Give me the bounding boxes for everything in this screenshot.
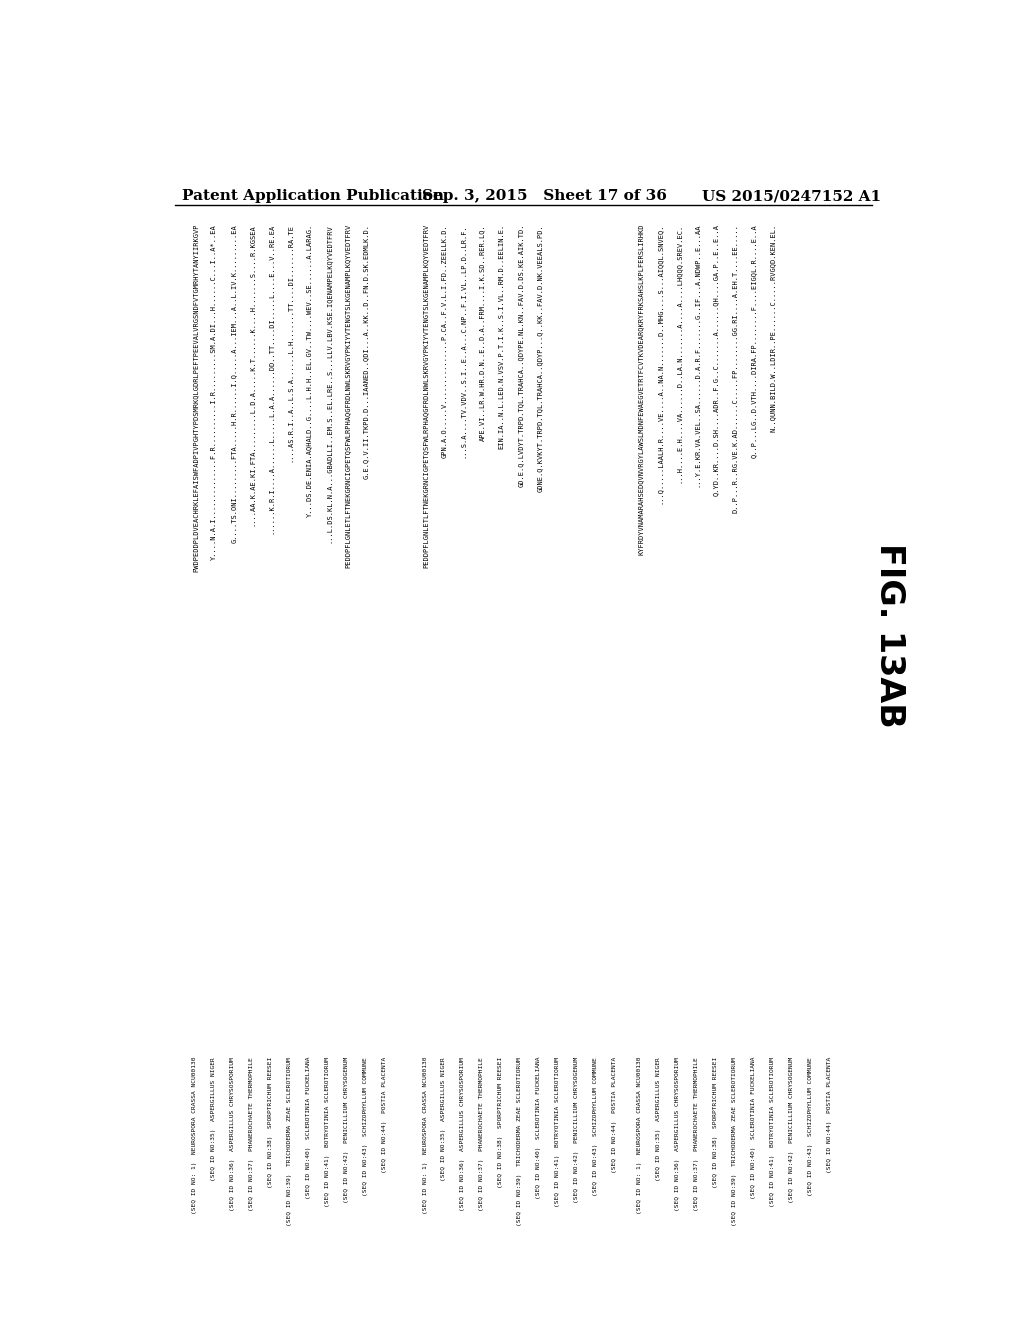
Text: G.E.Q.V.II.TKPD.D...IAANED..QDI...A..KK..D..FN.D.SK.EDMLK.D.: G.E.Q.V.II.TKPD.D...IAANED..QDI...A..KK.… xyxy=(364,224,370,479)
Text: PEDDPFLGNLETLFTNEKGRNCIGPETQSFWLRPHAQGFRDLNWLSKRVGYPKIYVTENGTSLKGENAMPLKQYVEDTFR: PEDDPFLGNLETLFTNEKGRNCIGPETQSFWLRPHAQGFR… xyxy=(423,224,428,568)
Text: (SEQ ID NO:44)  POSTIA PLACENTA: (SEQ ID NO:44) POSTIA PLACENTA xyxy=(827,1057,833,1173)
Text: (SEQ ID NO:41)  BOTRYOTINIA SCLEROTIORUM: (SEQ ID NO:41) BOTRYOTINIA SCLEROTIORUM xyxy=(326,1057,330,1206)
Text: (SEQ ID NO:35)  ASPERGILLUS NIGER: (SEQ ID NO:35) ASPERGILLUS NIGER xyxy=(211,1057,216,1180)
Text: US 2015/0247152 A1: US 2015/0247152 A1 xyxy=(701,189,881,203)
Text: N..QUNN.BILD.W..LDIR..PE......C.....RVGQD.KEN.EL.: N..QUNN.BILD.W..LDIR..PE......C.....RVGQ… xyxy=(770,224,776,432)
Text: (SEQ ID NO:42)  PENICILLIUM CHRYSOGENUM: (SEQ ID NO:42) PENICILLIUM CHRYSOGENUM xyxy=(574,1057,580,1204)
Text: Patent Application Publication: Patent Application Publication xyxy=(182,189,444,203)
Text: (SEQ ID NO:42)  PENICILLIUM CHRYSOGENUM: (SEQ ID NO:42) PENICILLIUM CHRYSOGENUM xyxy=(790,1057,794,1204)
Text: (SEQ ID NO:37)  PHANEROCHAETE THERMOPHILE: (SEQ ID NO:37) PHANEROCHAETE THERMOPHILE xyxy=(694,1057,699,1210)
Text: KYFRDYVNAMARAHSEDQVNVRGYLAWSLMDNFEWAEGVETRTFCVTKVDEARQKRYFRKSAHSLKPLFERSLIRHKD: KYFRDYVNAMARAHSEDQVNVRGYLAWSLMDNFEWAEGVE… xyxy=(637,224,643,556)
Text: FIG. 13AB: FIG. 13AB xyxy=(872,544,905,729)
Text: (SEQ ID NO: 1)  NEUROSPORA CRASSA NCU00130: (SEQ ID NO: 1) NEUROSPORA CRASSA NCU0013… xyxy=(637,1057,642,1214)
Text: GD.E.Q.LVDYT.TRPD.TQL.TRAHCA..QDYPE.NL.KN..FAV.D.DS.KE.AIK.TD.: GD.E.Q.LVDYT.TRPD.TQL.TRAHCA..QDYPE.NL.K… xyxy=(517,224,523,487)
Text: (SEQ ID NO:36)  ASPERGILLUS CHRYSOSPORIUM: (SEQ ID NO:36) ASPERGILLUS CHRYSOSPORIUM xyxy=(230,1057,236,1210)
Text: APE.VI..LR.W.HR.D.N..E..D.A..FRM....I.K.SD..RER.LQ.: APE.VI..LR.W.HR.D.N..E..D.A..FRM....I.K.… xyxy=(479,224,485,441)
Text: PEDDPFLGNLETLFTNEKGRNCIGPETQSFWLRPHAQGFRDLNWLSKRVGYPKIYVTENGTSLKGENAMPLKQYVEDTFR: PEDDPFLGNLETLFTNEKGRNCIGPETQSFWLRPHAQGFR… xyxy=(344,224,350,568)
Text: Q..P...LG..D.VTH....DIRA.FP........F....EIGQL.R....E..A: Q..P...LG..D.VTH....DIRA.FP........F....… xyxy=(751,224,757,458)
Text: (SEQ ID NO:40)  SCLEROTINIA FUCKELIANA: (SEQ ID NO:40) SCLEROTINIA FUCKELIANA xyxy=(751,1057,756,1200)
Text: ....AS.R.I..A..L.S.A......L.H.......TT....DI.......RA.TE: ....AS.R.I..A..L.S.A......L.H.......TT..… xyxy=(288,224,293,462)
Text: (SEQ ID NO:39)  TRICHODERMA ZEAE SCLEROTIORUM: (SEQ ID NO:39) TRICHODERMA ZEAE SCLEROTI… xyxy=(732,1057,737,1226)
Text: (SEQ ID NO:39)  TRICHODERMA ZEAE SCLEROTIORUM: (SEQ ID NO:39) TRICHODERMA ZEAE SCLEROTI… xyxy=(517,1057,522,1226)
Text: ...Q.....LAALH.R....VE....A..NA.N.......D..MHG....S...AIQQL.SNVEQ.: ...Q.....LAALH.R....VE....A..NA.N.......… xyxy=(656,224,663,504)
Text: (SEQ ID NO:38)  SPORPTRICHUM REESEI: (SEQ ID NO:38) SPORPTRICHUM REESEI xyxy=(499,1057,504,1188)
Text: (SEQ ID NO:38)  SPORPTRICHUM REESEI: (SEQ ID NO:38) SPORPTRICHUM REESEI xyxy=(268,1057,273,1188)
Text: Y...DS.DE.ENIA.AQHALD..G....L.H.H..EL.GV..TW....WEV..SE......A.LARAG.: Y...DS.DE.ENIA.AQHALD..G....L.H.H..EL.GV… xyxy=(306,224,312,517)
Text: (SEQ ID NO:35)  ASPERGILLUS NIGER: (SEQ ID NO:35) ASPERGILLUS NIGER xyxy=(441,1057,446,1180)
Text: (SEQ ID NO: 1)  NEUROSPORA CRASSA NCU00130: (SEQ ID NO: 1) NEUROSPORA CRASSA NCU0013… xyxy=(193,1057,198,1214)
Text: (SEQ ID NO:37)  PHANEROCHAETE THERMOPHILE: (SEQ ID NO:37) PHANEROCHAETE THERMOPHILE xyxy=(479,1057,484,1210)
Text: (SEQ ID NO:37)  PHANEROCHAETE THERMOPHILE: (SEQ ID NO:37) PHANEROCHAETE THERMOPHILE xyxy=(249,1057,254,1210)
Text: ......K.R.I....A......L.....L.A.A......DD..TT....DI.....L....E...V..RE.EA: ......K.R.I....A......L.....L.A.A......D… xyxy=(268,224,274,535)
Text: (SEQ ID NO:42)  PENICILLIUM CHRYSOGENUM: (SEQ ID NO:42) PENICILLIUM CHRYSOGENUM xyxy=(344,1057,349,1204)
Text: (SEQ ID NO:36)  ASPERGILLUS CHRYSOSPORIUM: (SEQ ID NO:36) ASPERGILLUS CHRYSOSPORIUM xyxy=(675,1057,680,1210)
Text: (SEQ ID NO:41)  BOTRYOTINIA SCLEROTIORUM: (SEQ ID NO:41) BOTRYOTINIA SCLEROTIORUM xyxy=(770,1057,775,1206)
Text: (SEQ ID NO:36)  ASPERGILLUS CHRYSOSPORIUM: (SEQ ID NO:36) ASPERGILLUS CHRYSOSPORIUM xyxy=(461,1057,466,1210)
Text: ....AA.K.AE.KI.FTA.........L.D.A.....K.T......K....H.......S....R.KGSEA: ....AA.K.AE.KI.FTA.........L.D.A.....K.T… xyxy=(249,224,255,525)
Text: Y....N.A.I..............F.R..........I.R.........SM.A.DI...H......C...I..A*..EA: Y....N.A.I..............F.R..........I.R… xyxy=(211,224,217,560)
Text: EIN.IA..N.L.LED.N.VSV.P.T.I.K..S.I.VL..RM.D..EELIN.E.: EIN.IA..N.L.LED.N.VSV.P.T.I.K..S.I.VL..R… xyxy=(499,224,505,449)
Text: ...Y.E.KR.VA.VEL..SA......D.A.R.F.......G..IF...A.NDWP..E...AA: ...Y.E.KR.VA.VEL..SA......D.A.R.F.......… xyxy=(694,224,700,487)
Text: (SEQ ID NO:38)  SPORPTRICHUM REESEI: (SEQ ID NO:38) SPORPTRICHUM REESEI xyxy=(713,1057,718,1188)
Text: (SEQ ID NO: 1)  NEUROSPORA CRASSA NCU00130: (SEQ ID NO: 1) NEUROSPORA CRASSA NCU0013… xyxy=(423,1057,427,1214)
Text: G....TS.ONI.........FTA.....H.R......I.Q.....A...IEM...A..L.IV.K.........EA: G....TS.ONI.........FTA.....H.R......I.Q… xyxy=(230,224,237,543)
Text: ...H....E.H....VA......D..LA.N.......A....A....LHQQQ.SREV.EC.: ...H....E.H....VA......D..LA.N.......A..… xyxy=(675,224,681,483)
Text: Sep. 3, 2015   Sheet 17 of 36: Sep. 3, 2015 Sheet 17 of 36 xyxy=(423,189,668,203)
Text: GPN.A.O.....V...............P.CA..F.V.L.I.FD..ZEELLK.D.: GPN.A.O.....V...............P.CA..F.V.L.… xyxy=(441,224,447,458)
Text: (SEQ ID NO:35)  ASPERGILLUS NIGER: (SEQ ID NO:35) ASPERGILLUS NIGER xyxy=(656,1057,662,1180)
Text: Q.YD..KR....D.SH....ADR..F.G..C.......A......QH....GA.P..E..E..A: Q.YD..KR....D.SH....ADR..F.G..C.......A.… xyxy=(713,224,719,496)
Text: (SEQ ID NO:40)  SCLEROTINIA FUCKELIANA: (SEQ ID NO:40) SCLEROTINIA FUCKELIANA xyxy=(306,1057,311,1200)
Text: (SEQ ID NO:39)  TRICHODERMA ZEAE SCLEROTIORUM: (SEQ ID NO:39) TRICHODERMA ZEAE SCLEROTI… xyxy=(288,1057,292,1226)
Text: (SEQ ID NO:43)  SCHIZOPHYLLUM COMMUNE: (SEQ ID NO:43) SCHIZOPHYLLUM COMMUNE xyxy=(593,1057,598,1196)
Text: ...L.DS.KL.N.A...GBADLLI..EM.S..EL.LRE..S...LLV.LBV.KSE.IQENAMPELKQYVEDTFRV: ...L.DS.KL.N.A...GBADLLI..EM.S..EL.LRE..… xyxy=(326,224,331,543)
Text: (SEQ ID NO:44)  POSTIA PLACENTA: (SEQ ID NO:44) POSTIA PLACENTA xyxy=(382,1057,387,1173)
Text: (SEQ ID NO:43)  SCHIZOPHYLLUM COMMUNE: (SEQ ID NO:43) SCHIZOPHYLLUM COMMUNE xyxy=(364,1057,369,1196)
Text: (SEQ ID NO:43)  SCHIZOPHYLLUM COMMUNE: (SEQ ID NO:43) SCHIZOPHYLLUM COMMUNE xyxy=(808,1057,813,1196)
Text: D..P...R..RG.VE.K.AD......C.....FP........GG.RI....A.EH.T....EE.....: D..P...R..RG.VE.K.AD......C.....FP......… xyxy=(732,224,738,513)
Text: ...S.A....TV.VDV..S.I..E..A...C.NP..F.I.VL..LP.D..LR.F.: ...S.A....TV.VDV..S.I..E..A...C.NP..F.I.… xyxy=(461,224,467,458)
Text: (SEQ ID NO:44)  POSTIA PLACENTA: (SEQ ID NO:44) POSTIA PLACENTA xyxy=(612,1057,617,1173)
Text: GDNE.Q.KVKYT.TRPD.TQL.TRAHCA..QDYP...Q..KK..FAV.D.NK.VEEALS.PD.: GDNE.Q.KVKYT.TRPD.TQL.TRAHCA..QDYP...Q..… xyxy=(537,224,543,491)
Text: (SEQ ID NO:40)  SCLEROTINIA FUCKELIANA: (SEQ ID NO:40) SCLEROTINIA FUCKELIANA xyxy=(537,1057,542,1200)
Text: (SEQ ID NO:41)  BOTRYOTINIA SCLEROTIORUM: (SEQ ID NO:41) BOTRYOTINIA SCLEROTIORUM xyxy=(555,1057,560,1206)
Text: PWDPEDDPLDVEACHRKLEFAISWFADPIVPGHTYPDSMRKQLGDRLPEFTPEEVALVRGSNDFVTGMRHYTANYIIRKG: PWDPEDDPLDVEACHRKLEFAISWFADPIVPGHTYPDSMR… xyxy=(193,224,199,573)
